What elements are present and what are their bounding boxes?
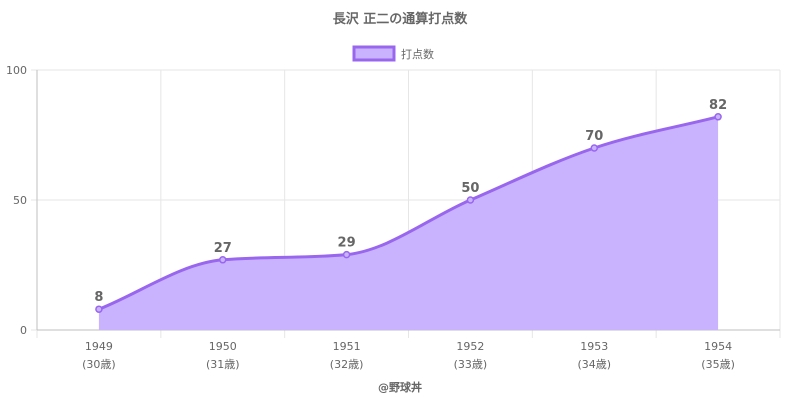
x-tick-sublabel: (33歳) [454, 358, 488, 371]
x-tick-label: 1954 [704, 340, 732, 353]
series-line [98, 115, 719, 311]
y-tick-label: 50 [13, 194, 27, 207]
data-label: 27 [214, 241, 232, 256]
area-series [98, 115, 719, 330]
x-tick-label: 1953 [580, 340, 608, 353]
data-point[interactable] [466, 196, 475, 204]
data-points [95, 113, 722, 313]
legend-swatch [352, 45, 396, 62]
data-point[interactable] [342, 250, 351, 259]
x-tick-sublabel: (32歳) [330, 358, 364, 371]
legend-label: 打点数 [401, 47, 434, 61]
footer-credit: @野球丼 [378, 380, 422, 394]
y-tick-label: 0 [20, 324, 27, 337]
x-tick-labels: 1949 (30歳) 1950 (31歳) 1951 (32歳) 1952 (33歳) 1953… [82, 340, 735, 371]
data-point[interactable] [714, 113, 722, 121]
data-point[interactable] [590, 144, 598, 152]
legend[interactable]: 打点数 [352, 45, 434, 62]
x-tick-label: 1949 [85, 340, 113, 353]
data-label: 82 [709, 98, 727, 113]
data-label: 50 [461, 181, 479, 196]
x-tick-label: 1950 [209, 340, 237, 353]
series-area-fill [98, 116, 719, 330]
x-tick-label: 1951 [333, 340, 361, 353]
x-tick-sublabel: (31歳) [206, 358, 240, 371]
chart-title: 長沢 正二の通算打点数 [333, 11, 469, 27]
y-tick-labels: 0 50 100 [6, 64, 27, 337]
y-tick-label: 100 [6, 64, 27, 77]
x-tick-sublabel: (34歳) [577, 358, 611, 371]
data-point[interactable] [95, 305, 103, 313]
data-label: 70 [585, 129, 603, 144]
x-tick-label: 1952 [456, 340, 484, 353]
data-labels: 8 27 29 50 70 82 [94, 98, 727, 305]
data-label: 29 [338, 236, 356, 251]
x-tick-sublabel: (30歳) [82, 358, 116, 371]
data-point[interactable] [219, 256, 227, 264]
data-label: 8 [94, 290, 103, 305]
x-tick-sublabel: (35歳) [701, 358, 735, 371]
